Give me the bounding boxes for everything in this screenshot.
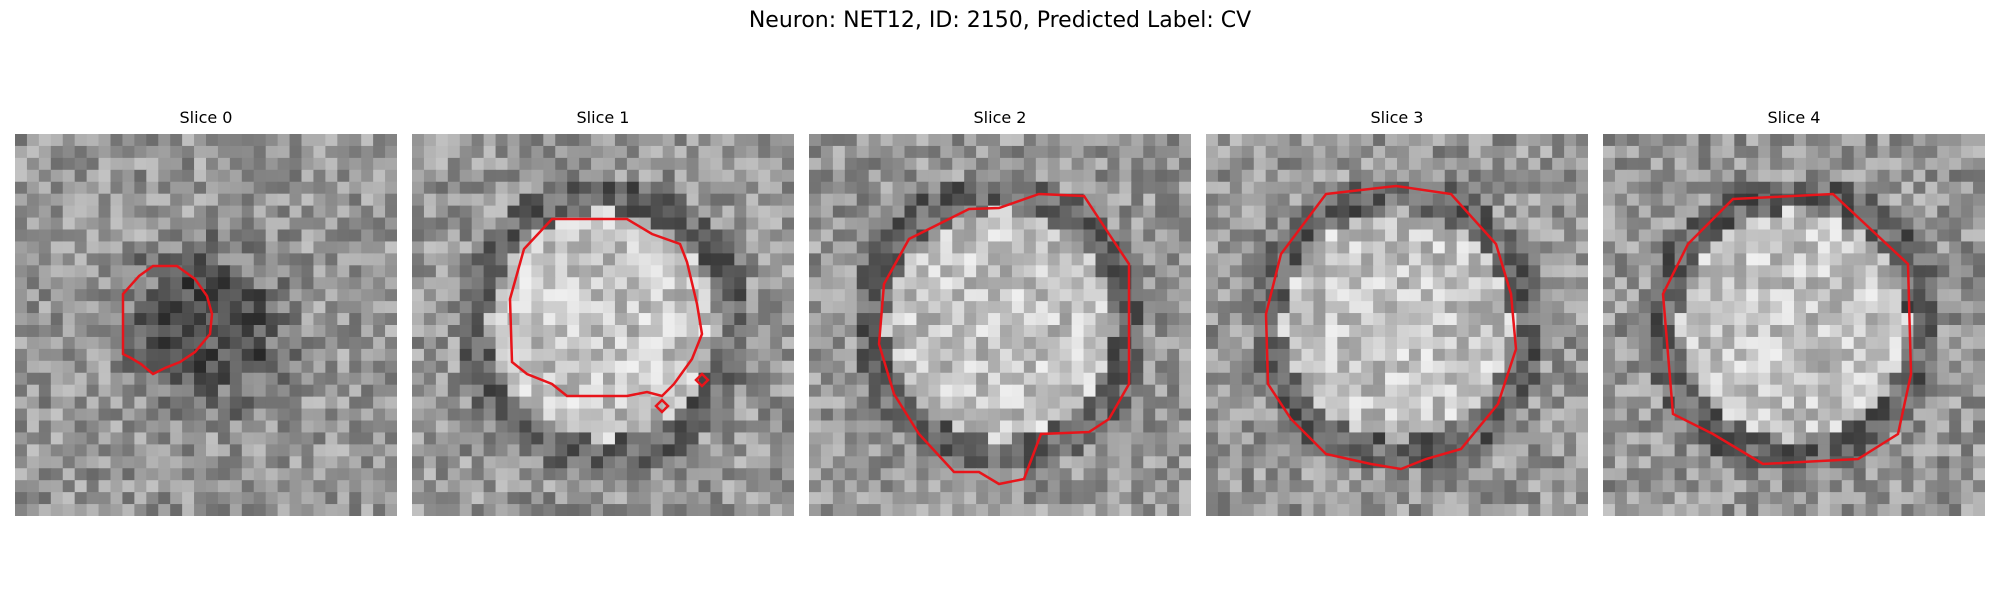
pixel-grid	[1603, 134, 1985, 516]
slice-title: Slice 2	[973, 108, 1027, 127]
segmentation-contour	[508, 217, 704, 398]
segmentation-contour-fragment	[694, 372, 710, 388]
pixel-grid	[412, 134, 794, 516]
segmentation-contour	[1661, 192, 1913, 466]
segmentation-contour	[1264, 184, 1518, 471]
segmentation-contour	[121, 264, 214, 376]
slice-title: Slice 4	[1767, 108, 1821, 127]
slice-title: Slice 0	[179, 108, 233, 127]
pixel-grid	[1206, 134, 1588, 516]
slice-image-3	[1206, 134, 1588, 516]
segmentation-contour	[877, 192, 1131, 486]
pixel-grid	[15, 134, 397, 516]
segmentation-contour-fragment	[654, 398, 670, 414]
slice-image-1	[412, 134, 794, 516]
slice-title: Slice 1	[576, 108, 630, 127]
slice-image-2	[809, 134, 1191, 516]
slice-image-0	[15, 134, 397, 516]
figure-title: Neuron: NET12, ID: 2150, Predicted Label…	[748, 8, 1252, 33]
slice-image-4	[1603, 134, 1985, 516]
pixel-grid	[809, 134, 1191, 516]
slice-title: Slice 3	[1370, 108, 1424, 127]
